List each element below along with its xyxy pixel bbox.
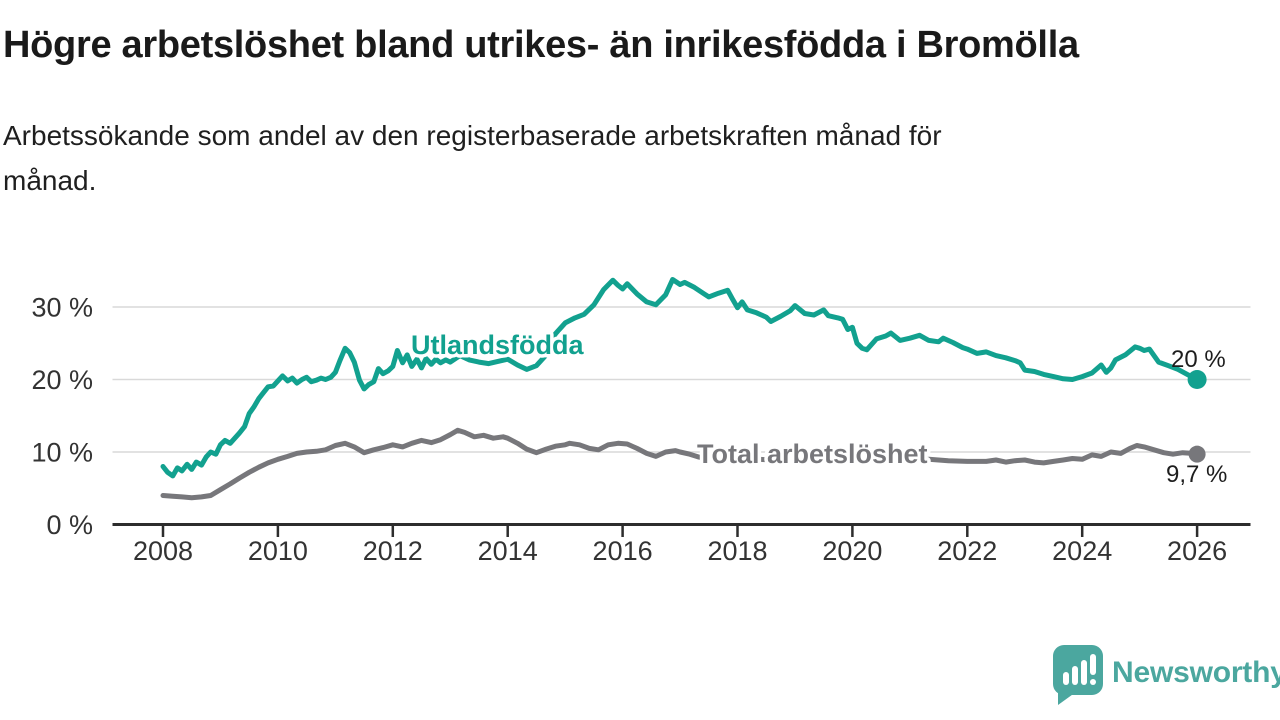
x-tick-label-2014: 2014 xyxy=(478,536,538,566)
newsworthy-logo-text: Newsworthy xyxy=(1112,656,1280,689)
chart-title: Högre arbetslöshet bland utrikes- än inr… xyxy=(3,24,1079,66)
series-end-dot-total-arbetsloshet xyxy=(1188,445,1206,463)
chart-subtitle-line-1: Arbetssökande som andel av den registerb… xyxy=(3,120,942,151)
series-end-label-total-arbetsloshet: 9,7 % xyxy=(1166,461,1227,488)
x-tick-label-2010: 2010 xyxy=(248,536,308,566)
y-tick-label-30: 30 % xyxy=(31,293,93,323)
x-tick-label-2022: 2022 xyxy=(937,536,997,566)
x-tick-label-2012: 2012 xyxy=(363,536,423,566)
logo-bar-2 xyxy=(1072,666,1078,685)
series-label-total-arbetsloshet: Total arbetslöshet xyxy=(697,439,928,469)
x-tick-label-2016: 2016 xyxy=(593,536,653,566)
logo-exclamation-dot xyxy=(1090,679,1096,685)
series-label-utlandsfodda: Utlandsfödda xyxy=(411,330,584,360)
newsworthy-logo-icon xyxy=(1053,645,1103,705)
series-end-label-utlandsfodda: 20 % xyxy=(1171,346,1226,373)
logo-bar-1 xyxy=(1063,672,1069,685)
x-tick-label-2020: 2020 xyxy=(822,536,882,566)
series-end-dot-utlandsfodda xyxy=(1187,370,1207,389)
chart-subtitle-line-2: månad. xyxy=(3,165,97,196)
y-tick-label-0: 0 % xyxy=(46,510,93,540)
logo-bar-3 xyxy=(1081,660,1087,685)
chart-subtitle: Arbetssökande som andel av den registerb… xyxy=(3,113,942,203)
x-tick-label-2026: 2026 xyxy=(1167,536,1227,566)
x-tick-label-2018: 2018 xyxy=(707,536,767,566)
y-tick-label-10: 10 % xyxy=(31,438,93,468)
y-tick-label-20: 20 % xyxy=(31,365,93,395)
newsworthy-logo: Newsworthy xyxy=(1053,645,1280,707)
series-line-utlandsfodda xyxy=(160,277,1200,479)
x-tick-label-2008: 2008 xyxy=(133,536,193,566)
x-tick-label-2024: 2024 xyxy=(1052,536,1112,566)
logo-exclamation-bar xyxy=(1090,654,1096,675)
series-line-total-arbetsloshet xyxy=(160,427,1200,501)
